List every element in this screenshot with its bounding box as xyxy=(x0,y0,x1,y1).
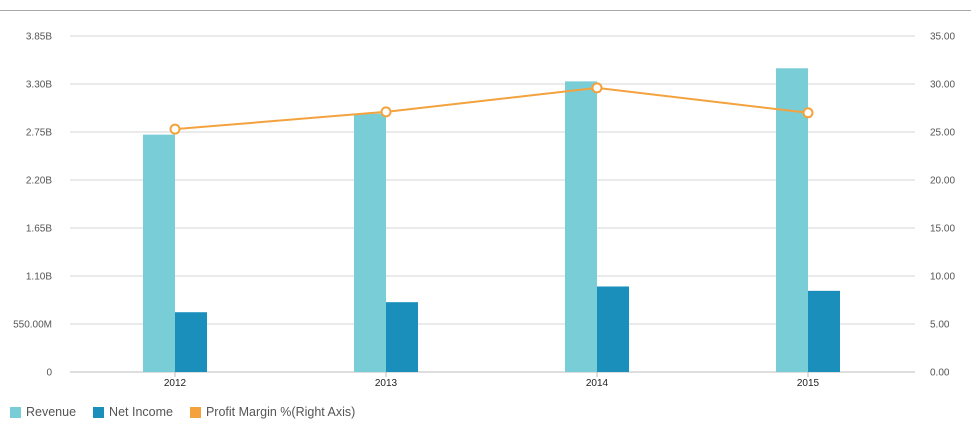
y-right-tick-label: 10.00 xyxy=(930,272,955,283)
y-right-tick-label: 30.00 xyxy=(930,80,955,91)
x-tick-label: 2012 xyxy=(164,378,187,389)
legend-swatch xyxy=(189,406,201,418)
profit-margin-point-2014 xyxy=(591,82,603,94)
y-left-tick-label: 2.20B xyxy=(26,176,52,187)
y-right-tick-label: 25.00 xyxy=(930,128,955,139)
legend-item-profit-margin-right-axis[interactable]: Profit Margin %(Right Axis) xyxy=(189,405,356,419)
y-right-tick-label: 15.00 xyxy=(930,224,955,235)
top-divider xyxy=(0,10,971,11)
bar-net-income-2015 xyxy=(808,290,840,372)
bar-net-income-2012 xyxy=(175,312,207,372)
y-left-tick-label: 0 xyxy=(46,368,52,379)
profit-margin-line xyxy=(174,86,809,131)
bar-revenue-2013 xyxy=(354,113,386,372)
legend-label: Profit Margin %(Right Axis) xyxy=(205,405,356,419)
x-tick-label: 2014 xyxy=(586,378,609,389)
profit-margin-point-2015 xyxy=(802,107,814,119)
legend-label: Revenue xyxy=(26,405,77,419)
legend-label: Net Income xyxy=(109,405,173,419)
x-tick-label: 2013 xyxy=(375,378,398,389)
y-right-tick-label: 5.00 xyxy=(930,320,950,331)
bar-revenue-2014 xyxy=(565,81,597,372)
legend-swatch xyxy=(10,406,21,418)
y-left-tick-label: 550.00M xyxy=(13,320,52,331)
profit-margin-point-2013 xyxy=(380,106,392,118)
combo-chart: 0 550.00M 1.10B 1.65B 2.20B 2.75B 3.30B 3.85B 0.… xyxy=(13,32,955,390)
x-tick-label: 2015 xyxy=(797,378,820,389)
y-left-tick-label: 3.30B xyxy=(26,80,52,91)
bar-revenue-2015 xyxy=(776,68,808,373)
y-left-tick-label: 2.75B xyxy=(26,128,52,139)
legend-item-revenue[interactable]: Revenue xyxy=(10,405,76,419)
chart-legend: Revenue Net Income Profit Margin %(Right A… xyxy=(10,404,372,420)
y-right-tick-label: 0.00 xyxy=(930,368,950,379)
y-left-tick-label: 1.65B xyxy=(26,224,52,235)
y-right-tick-label: 35.00 xyxy=(930,32,955,43)
bar-revenue-2012 xyxy=(143,134,175,372)
y-left-tick-label: 3.85B xyxy=(26,32,52,43)
legend-item-net-income[interactable]: Net Income xyxy=(93,405,173,419)
y-left-tick-label: 1.10B xyxy=(26,272,52,283)
legend-swatch xyxy=(93,406,105,418)
profit-margin-point-2012 xyxy=(169,123,181,135)
y-right-tick-label: 20.00 xyxy=(930,176,955,187)
bar-net-income-2014 xyxy=(597,286,629,372)
bar-net-income-2013 xyxy=(386,302,418,372)
